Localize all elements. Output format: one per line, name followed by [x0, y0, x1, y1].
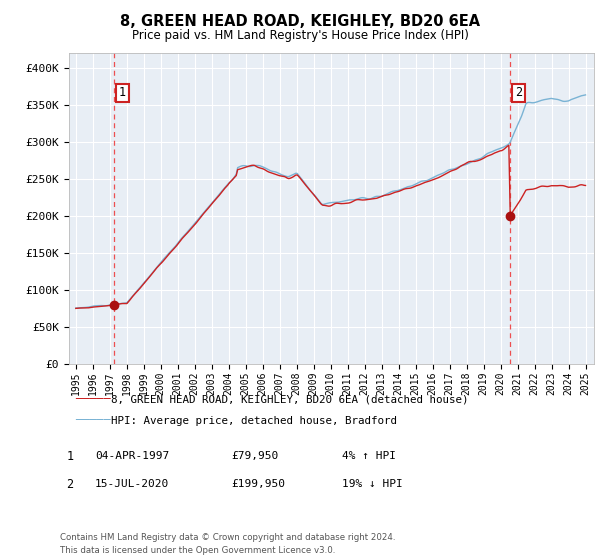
- Text: 1: 1: [67, 450, 73, 464]
- Text: 1: 1: [119, 86, 126, 100]
- Text: 8, GREEN HEAD ROAD, KEIGHLEY, BD20 6EA (detached house): 8, GREEN HEAD ROAD, KEIGHLEY, BD20 6EA (…: [111, 395, 469, 405]
- Text: Price paid vs. HM Land Registry's House Price Index (HPI): Price paid vs. HM Land Registry's House …: [131, 29, 469, 42]
- Text: 04-APR-1997: 04-APR-1997: [95, 451, 169, 461]
- Text: ─────: ─────: [75, 393, 110, 406]
- Text: This data is licensed under the Open Government Licence v3.0.: This data is licensed under the Open Gov…: [60, 546, 335, 555]
- Text: £79,950: £79,950: [231, 451, 278, 461]
- Text: 19% ↓ HPI: 19% ↓ HPI: [342, 479, 403, 489]
- Text: Contains HM Land Registry data © Crown copyright and database right 2024.: Contains HM Land Registry data © Crown c…: [60, 533, 395, 542]
- Text: HPI: Average price, detached house, Bradford: HPI: Average price, detached house, Brad…: [111, 416, 397, 426]
- Text: 8, GREEN HEAD ROAD, KEIGHLEY, BD20 6EA: 8, GREEN HEAD ROAD, KEIGHLEY, BD20 6EA: [120, 14, 480, 29]
- Text: ─────: ─────: [75, 414, 110, 427]
- Text: 2: 2: [67, 478, 73, 492]
- Text: £199,950: £199,950: [231, 479, 285, 489]
- Text: 2: 2: [515, 86, 522, 100]
- Text: 15-JUL-2020: 15-JUL-2020: [95, 479, 169, 489]
- Text: 4% ↑ HPI: 4% ↑ HPI: [342, 451, 396, 461]
